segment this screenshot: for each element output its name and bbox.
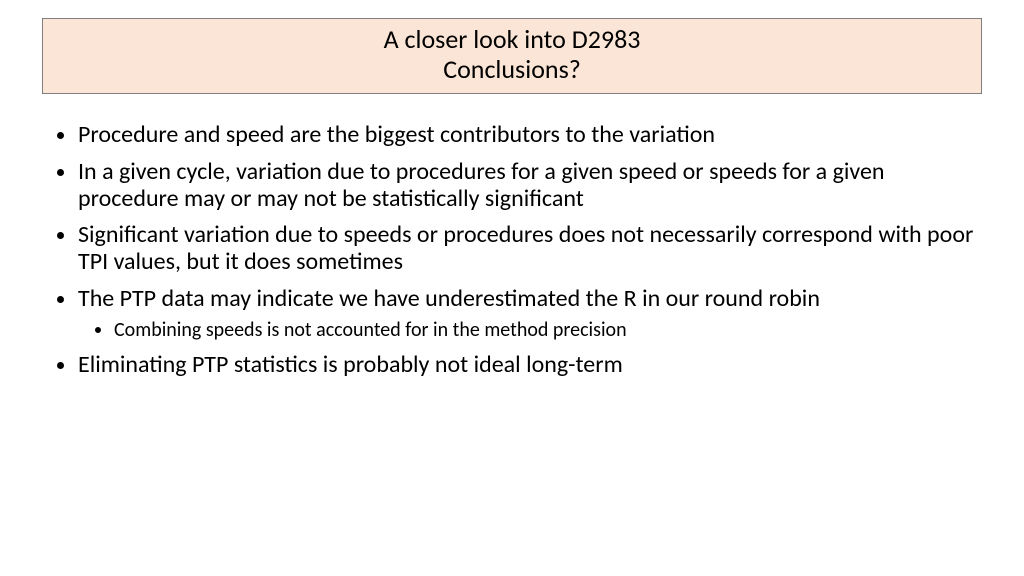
title-line-2: Conclusions? bbox=[53, 55, 971, 85]
bullet-text: In a given cycle, variation due to proce… bbox=[78, 157, 885, 213]
title-line-1: A closer look into D2983 bbox=[53, 25, 971, 55]
body-area: Procedure and speed are the biggest cont… bbox=[42, 122, 982, 389]
bullet-text: Procedure and speed are the biggest cont… bbox=[78, 120, 715, 149]
bullet-text: Significant variation due to speeds or p… bbox=[78, 220, 973, 276]
list-item: Significant variation due to speeds or p… bbox=[78, 222, 974, 276]
slide: A closer look into D2983 Conclusions? Pr… bbox=[0, 0, 1024, 576]
bullet-text: Eliminating PTP statistics is probably n… bbox=[78, 350, 623, 379]
list-item: In a given cycle, variation due to proce… bbox=[78, 159, 974, 213]
title-box: A closer look into D2983 Conclusions? bbox=[42, 18, 982, 94]
bullet-list: Procedure and speed are the biggest cont… bbox=[50, 122, 974, 379]
list-item: Eliminating PTP statistics is probably n… bbox=[78, 352, 974, 379]
list-item: The PTP data may indicate we have undere… bbox=[78, 286, 974, 342]
bullet-text: Combining speeds is not accounted for in… bbox=[114, 318, 627, 342]
bullet-text: The PTP data may indicate we have undere… bbox=[78, 284, 820, 313]
sub-bullet-list: Combining speeds is not accounted for in… bbox=[78, 319, 974, 342]
list-item: Procedure and speed are the biggest cont… bbox=[78, 122, 974, 149]
list-item: Combining speeds is not accounted for in… bbox=[114, 319, 974, 342]
